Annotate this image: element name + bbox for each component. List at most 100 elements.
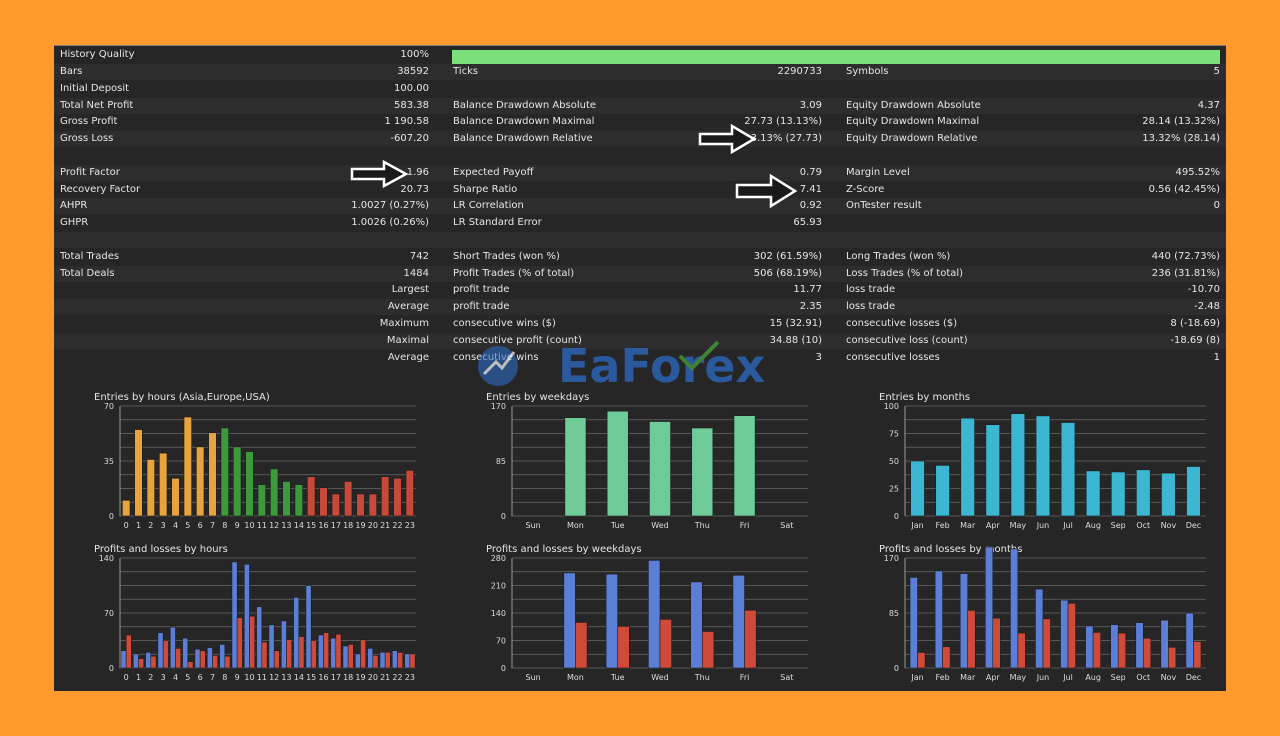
x-tick-label: May: [1010, 521, 1027, 530]
stat-label: loss trade: [846, 301, 896, 313]
loss-bar: [617, 626, 630, 669]
bar: [356, 493, 365, 517]
bar: [1085, 470, 1101, 517]
bar: [393, 477, 402, 517]
stat-value: 1 190.58: [384, 116, 429, 128]
chart-entries-by-months: Entries by months 0 25 50 75 100 Jan Feb Mar Apr M…: [869, 388, 1214, 538]
x-tick-label: 11: [257, 673, 267, 682]
chart-profits-losses-by-weekdays: Profits and losses by weekdays 0 70 140 210 2…: [476, 540, 816, 690]
stat-value: 2290733: [777, 66, 822, 77]
y-tick-label: 0: [894, 512, 899, 521]
stat-label: Equity Drawdown Maximal: [846, 116, 980, 128]
x-tick-label: 5: [185, 673, 190, 682]
stats-row: Total Deals 1484 Profit Trades (% of total…: [54, 265, 1226, 282]
x-tick-label: 15: [306, 521, 316, 530]
profit-bar: [342, 645, 349, 669]
stat-value: Average: [387, 301, 429, 313]
y-tick-label: 170: [884, 554, 899, 563]
stat-value: 742: [409, 250, 429, 262]
bar: [564, 417, 587, 517]
x-tick-label: 23: [405, 521, 415, 530]
stat-value: -2.48: [1194, 301, 1220, 313]
bar: [282, 481, 291, 517]
bar: [134, 429, 143, 517]
x-tick-label: 10: [244, 521, 254, 530]
profit-bar: [120, 650, 127, 669]
loss-bar: [187, 661, 194, 669]
loss-bar: [701, 631, 715, 669]
loss-bar: [1117, 632, 1127, 669]
history-quality-value: 100%: [400, 49, 429, 60]
loss-bar: [273, 650, 280, 669]
x-tick-label: Nov: [1161, 673, 1177, 682]
stat-value: 2.35: [799, 301, 822, 313]
bar: [1060, 422, 1076, 517]
x-tick-label: 8: [222, 521, 227, 530]
x-tick-label: 8: [222, 673, 227, 682]
bar: [368, 493, 377, 517]
stat-label: Sharpe Ratio: [453, 183, 518, 195]
x-tick-label: Feb: [936, 673, 950, 682]
x-tick-label: 4: [173, 673, 178, 682]
x-tick-label: 2: [148, 521, 153, 530]
profit-bar: [293, 596, 300, 669]
stat-value: 0.79: [799, 166, 822, 178]
x-tick-label: 22: [392, 521, 402, 530]
chart-title: Entries by weekdays: [486, 392, 589, 403]
stats-row: GHPR 1.0026 (0.26%) LR Standard Error 65.93: [54, 215, 1226, 231]
x-tick-label: 17: [331, 673, 341, 682]
stat-label: Recovery Factor: [60, 183, 141, 195]
x-tick-label: 12: [269, 521, 279, 530]
x-tick-label: 0: [124, 673, 129, 682]
stat-value: 4.37: [1197, 99, 1220, 111]
x-tick-label: Wed: [651, 521, 668, 530]
loss-bar: [384, 651, 391, 669]
x-tick-label: Fri: [740, 521, 750, 530]
profit-bar: [1010, 548, 1019, 669]
x-tick-label: 0: [124, 521, 129, 530]
stat-label: Bars: [60, 66, 83, 77]
x-tick-label: May: [1010, 673, 1027, 682]
stat-label: Profit Trades (% of total): [453, 267, 575, 279]
x-tick-label: Sat: [780, 673, 793, 682]
x-tick-label: Mar: [960, 521, 976, 530]
profit-bar: [1085, 625, 1094, 669]
x-tick-label: 13: [281, 521, 291, 530]
profit-bar: [934, 570, 943, 669]
stat-value: 302 (61.59%): [753, 250, 822, 262]
stat-value: 15 (32.91): [769, 318, 822, 329]
stat-label: Ticks: [453, 66, 479, 77]
bar: [691, 427, 714, 517]
stat-value: 13.32% (28.14): [1142, 133, 1220, 145]
loss-bar: [1067, 602, 1076, 669]
stats-row: Gross Loss -607.20 Balance Drawdown Relati…: [54, 131, 1226, 148]
stat-value: -10.70: [1187, 284, 1220, 296]
stat-value: 27.73 (13.13%): [744, 116, 822, 128]
profit-bar: [145, 651, 152, 669]
x-tick-label: 1: [136, 521, 141, 530]
x-tick-label: 7: [210, 521, 215, 530]
stats-row: Maximal consecutive profit (count) 34.88 (…: [54, 332, 1226, 349]
y-tick-label: 0: [109, 512, 114, 521]
profit-bar: [243, 563, 250, 669]
stat-label: Gross Loss: [60, 133, 114, 145]
x-tick-label: Mon: [567, 521, 584, 530]
stat-value: 1484: [403, 267, 429, 279]
stats-row: [54, 148, 1226, 164]
loss-bar: [175, 648, 182, 669]
profit-bar: [1035, 588, 1044, 669]
stat-value: 34.88 (10): [769, 334, 822, 346]
x-tick-label: 6: [198, 673, 203, 682]
y-tick-label: 85: [496, 457, 506, 466]
x-tick-label: 22: [392, 673, 402, 682]
bar: [122, 499, 131, 517]
profit-bar: [280, 620, 287, 669]
profit-bar: [1185, 612, 1194, 669]
x-tick-label: 18: [343, 673, 353, 682]
profit-bar: [367, 648, 374, 669]
stat-label: Balance Drawdown Relative: [453, 133, 593, 145]
stat-label: AHPR: [60, 200, 88, 212]
x-tick-label: Oct: [1136, 673, 1150, 682]
x-tick-label: 9: [235, 673, 240, 682]
stat-label: Symbols: [846, 66, 889, 77]
